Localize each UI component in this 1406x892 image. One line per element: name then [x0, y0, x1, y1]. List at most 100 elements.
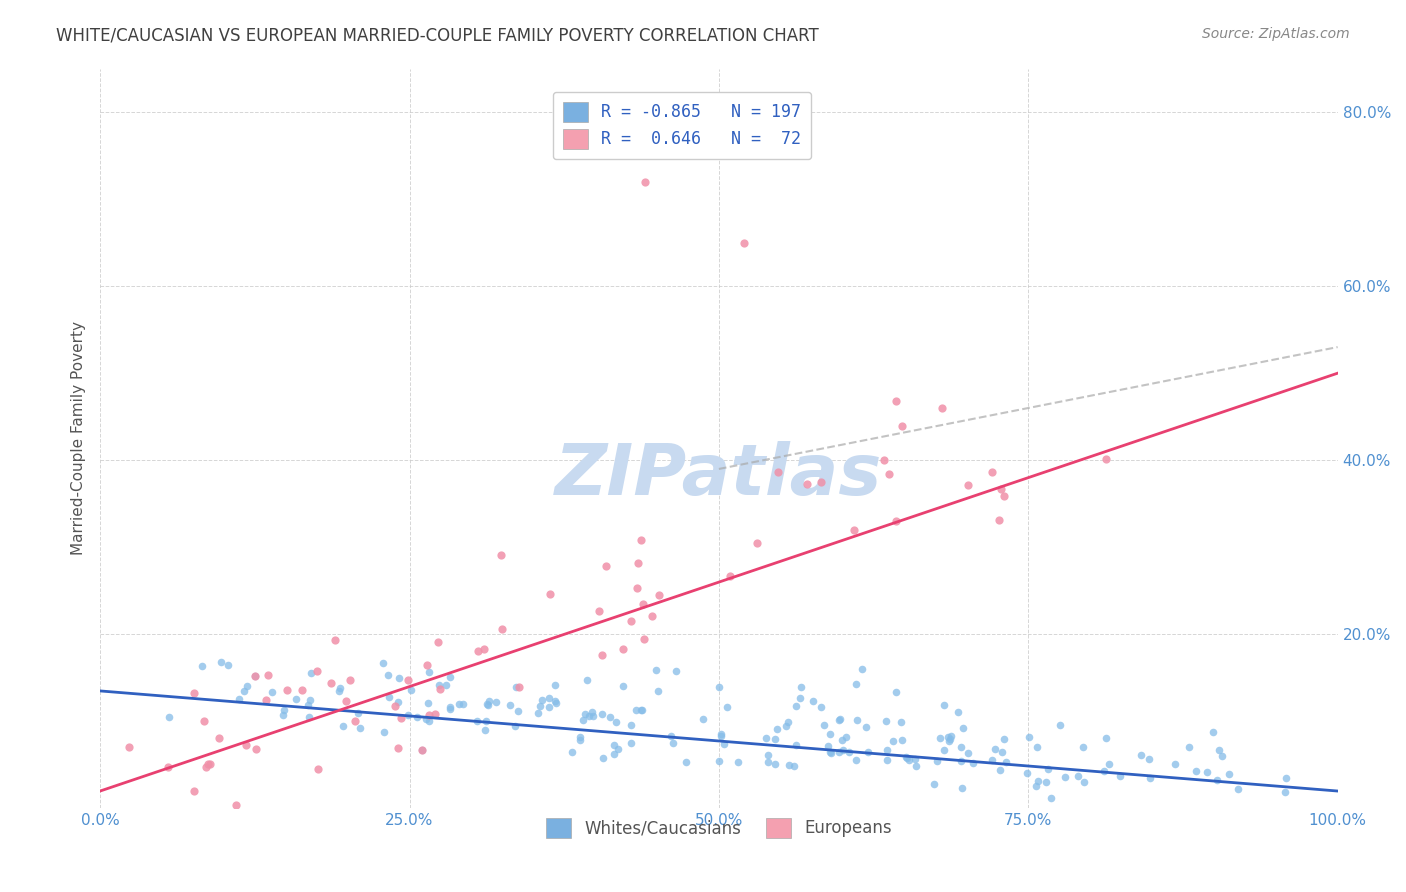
Point [938, 731, 960, 746]
Point [832, 743, 855, 757]
Point [491, 623, 513, 637]
Point [1177, 739, 1199, 754]
Point [307, 665, 329, 679]
Point [503, 719, 526, 733]
Point [544, 696, 567, 710]
Point [1197, 765, 1219, 780]
Point [851, 662, 873, 676]
Point [537, 690, 560, 705]
Point [785, 698, 807, 713]
Point [505, 680, 527, 694]
Point [581, 705, 603, 719]
Point [707, 754, 730, 768]
Point [298, 710, 321, 724]
Point [418, 696, 440, 710]
Point [328, 684, 350, 698]
Point [416, 658, 439, 673]
Point [1092, 764, 1115, 778]
Point [733, 235, 755, 250]
Point [508, 681, 530, 695]
Point [467, 643, 489, 657]
Point [631, 597, 654, 611]
Y-axis label: Married-Couple Family Poverty: Married-Couple Family Poverty [72, 321, 86, 556]
Point [831, 732, 853, 747]
Point [647, 588, 669, 602]
Point [627, 557, 650, 571]
Point [845, 753, 868, 767]
Point [624, 703, 647, 717]
Point [427, 678, 450, 692]
Point [332, 718, 354, 732]
Point [801, 694, 824, 708]
Point [576, 673, 599, 687]
Point [156, 760, 179, 774]
Point [956, 478, 979, 492]
Point [235, 679, 257, 693]
Point [451, 697, 474, 711]
Point [630, 703, 652, 717]
Point [844, 523, 866, 537]
Point [718, 569, 741, 583]
Point [191, 659, 214, 673]
Point [882, 734, 904, 748]
Point [934, 698, 956, 713]
Point [599, 709, 621, 723]
Point [925, 754, 948, 768]
Point [478, 694, 501, 708]
Point [612, 641, 634, 656]
Point [896, 750, 918, 764]
Point [995, 756, 1018, 770]
Point [929, 731, 952, 745]
Point [291, 683, 314, 698]
Point [1095, 452, 1118, 467]
Point [981, 466, 1004, 480]
Point [820, 745, 842, 759]
Point [665, 664, 688, 678]
Point [835, 730, 858, 744]
Point [232, 684, 254, 698]
Point [1025, 739, 1047, 754]
Point [1227, 782, 1250, 797]
Point [1054, 770, 1077, 784]
Point [411, 743, 433, 757]
Point [425, 707, 447, 722]
Point [284, 692, 307, 706]
Point [335, 694, 357, 708]
Point [828, 713, 851, 727]
Point [938, 734, 960, 748]
Point [810, 700, 832, 714]
Point [602, 738, 624, 752]
Point [538, 586, 561, 600]
Point [603, 747, 626, 761]
Point [387, 740, 409, 755]
Point [530, 693, 553, 707]
Point [254, 693, 277, 707]
Point [1208, 743, 1230, 757]
Point [439, 669, 461, 683]
Point [950, 780, 973, 795]
Point [1098, 756, 1121, 771]
Point [449, 697, 471, 711]
Point [990, 763, 1012, 777]
Point [228, 691, 250, 706]
Point [713, 737, 735, 751]
Point [1035, 775, 1057, 789]
Point [208, 731, 231, 745]
Point [578, 709, 600, 723]
Point [855, 720, 877, 734]
Point [626, 581, 648, 595]
Point [1028, 773, 1050, 788]
Point [439, 702, 461, 716]
Point [727, 756, 749, 770]
Text: WHITE/CAUCASIAN VS EUROPEAN MARRIED-COUPLE FAMILY POVERTY CORRELATION CHART: WHITE/CAUCASIAN VS EUROPEAN MARRIED-COUP… [56, 27, 818, 45]
Point [1036, 762, 1059, 776]
Point [388, 671, 411, 685]
Point [932, 743, 955, 757]
Point [343, 714, 366, 729]
Point [406, 710, 429, 724]
Point [526, 706, 548, 720]
Point [299, 665, 322, 680]
Text: ZIPatlas: ZIPatlas [555, 441, 883, 510]
Point [257, 667, 280, 681]
Point [755, 731, 778, 745]
